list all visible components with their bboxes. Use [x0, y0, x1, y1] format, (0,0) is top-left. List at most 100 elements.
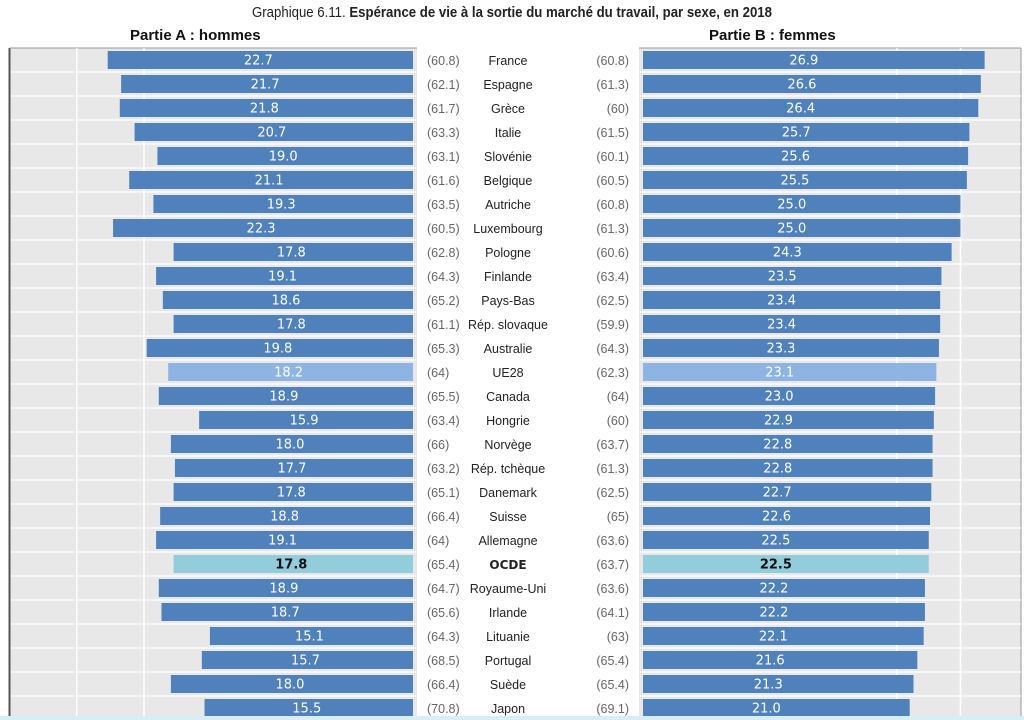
panel-b-bar — [643, 75, 981, 93]
panel-b-value-label: 22.8 — [763, 438, 792, 453]
chart-title-prefix: Graphique 6.11. — [252, 4, 346, 21]
panel-b-bar — [643, 243, 952, 261]
panel-a-exit-age-label: (63.3) — [427, 126, 460, 140]
panel-b-bar — [643, 579, 925, 597]
panel-a-bar — [121, 75, 413, 93]
panel-a-exit-age-label: (64.3) — [427, 270, 460, 284]
panel-a-bar — [158, 387, 413, 405]
panel-a-bar — [209, 627, 413, 645]
country-label: Suède — [490, 678, 526, 692]
panel-b-exit-age-label: (64.1) — [596, 606, 629, 620]
panel-b-exit-age-label: (61.5) — [596, 126, 629, 140]
panel-b-value-label: 22.1 — [759, 630, 788, 645]
panel-b-value-label: 23.1 — [765, 366, 794, 381]
panel-b-bar — [643, 123, 970, 141]
panel-b-bar — [643, 267, 942, 285]
country-label: UE28 — [492, 366, 523, 380]
panel-a-value-label: 18.6 — [271, 294, 300, 309]
panel-b-bar — [643, 651, 918, 669]
panel-b-value-label: 22.2 — [759, 606, 788, 621]
panel-a-exit-age-label: (61.1) — [427, 318, 460, 332]
panel-a-value-label: 15.5 — [292, 702, 321, 717]
panel-b-exit-age-label: (60) — [607, 102, 629, 116]
panel-a-bar — [204, 699, 413, 717]
panel-a-value-label: 19.8 — [263, 342, 292, 357]
panel-b-bar — [643, 339, 939, 357]
chart-title-main: Espérance de vie à la sortie du marché d… — [349, 4, 772, 21]
panel-a-bar — [107, 51, 413, 69]
panel-a-value-label: 15.9 — [290, 414, 319, 429]
panel-b-value-label: 22.8 — [763, 462, 792, 477]
panel-b-value-label: 25.5 — [780, 174, 809, 189]
panel-a-value-label: 17.8 — [275, 558, 307, 573]
panel-a-bar — [119, 99, 413, 117]
panel-b-exit-age-label: (60.1) — [596, 150, 629, 164]
country-label: Italie — [495, 126, 521, 140]
panel-b-value-label: 24.3 — [773, 246, 802, 261]
panel-a-value-label: 21.7 — [251, 78, 280, 93]
panel-a-value-label: 18.2 — [274, 366, 303, 381]
panel-b-bar — [643, 147, 969, 165]
panel-a-bar — [146, 339, 413, 357]
country-label: Irlande — [489, 606, 527, 620]
panel-a-exit-age-label: (63.5) — [427, 198, 460, 212]
panel-a-value-label: 21.8 — [250, 102, 279, 117]
panel-b-value-label: 22.5 — [760, 558, 792, 573]
panel-a-bar — [160, 507, 413, 525]
panel-b-bar — [643, 603, 925, 621]
panel-b-value-label: 23.0 — [765, 390, 794, 405]
panel-b-value-label: 25.7 — [782, 126, 811, 141]
panel-a-value-label: 19.3 — [267, 198, 296, 213]
panel-b-exit-age-label: (61.3) — [596, 462, 629, 476]
country-label: Hongrie — [486, 414, 530, 428]
country-label: Norvège — [484, 438, 531, 452]
panel-a-exit-age-label: (60.8) — [427, 54, 460, 68]
panel-b-value-label: 26.9 — [789, 54, 818, 69]
country-label: Luxembourg — [473, 222, 543, 236]
panel-a-exit-age-label: (64.3) — [427, 630, 460, 644]
panel-b-bar — [643, 531, 929, 549]
panel-a-value-label: 17.8 — [277, 246, 306, 261]
country-label: Danemark — [479, 486, 537, 500]
panel-a-bar — [199, 411, 413, 429]
panel-b-exit-age-label: (64) — [607, 390, 629, 404]
panel-a-exit-age-label: (66.4) — [427, 678, 460, 692]
panel-b-value-label: 23.5 — [768, 270, 797, 285]
country-label: Australie — [484, 342, 533, 356]
panel-b-exit-age-label: (63.6) — [596, 582, 629, 596]
panel-b-exit-age-label: (65) — [607, 510, 629, 524]
panel-a-value-label: 18.9 — [269, 390, 298, 405]
panel-b-exit-age-label: (62.5) — [596, 486, 629, 500]
panel-a-value-label: 19.1 — [268, 270, 297, 285]
panel-a-bar — [156, 531, 414, 549]
panel-a-value-label: 18.0 — [275, 438, 304, 453]
panel-a-exit-age-label: (65.6) — [427, 606, 460, 620]
country-label: Allemagne — [478, 534, 537, 548]
bottom-strip — [0, 716, 1024, 720]
panel-b-value-label: 21.0 — [752, 702, 781, 717]
panel-b-value-label: 23.4 — [767, 318, 796, 333]
panel-a-bar — [158, 579, 413, 597]
panel-b-bar — [643, 627, 924, 645]
panel-a-exit-age-label: (64) — [427, 534, 449, 548]
panel-b-bar — [643, 219, 961, 237]
country-label: Finlande — [484, 270, 532, 284]
country-label: OCDE — [489, 558, 526, 572]
panel-a-exit-age-label: (64) — [427, 366, 449, 380]
panel-b-exit-age-label: (64.3) — [596, 342, 629, 356]
panel-a-bar — [156, 267, 414, 285]
panel-b-bar — [643, 387, 936, 405]
country-label: Lituanie — [486, 630, 530, 644]
panel-b-title: Partie B : femmes — [709, 27, 836, 44]
panel-b-exit-age-label: (65.4) — [596, 654, 629, 668]
country-label: France — [489, 54, 528, 68]
panel-b-bar — [643, 99, 979, 117]
panel-b-bar — [643, 363, 937, 381]
panel-a-bar — [170, 435, 413, 453]
panel-b-value-label: 25.0 — [777, 222, 806, 237]
panel-a-bar — [168, 363, 413, 381]
panel-a-bar — [162, 291, 413, 309]
panel-a-bar — [129, 171, 413, 189]
country-label: Suisse — [489, 510, 527, 524]
